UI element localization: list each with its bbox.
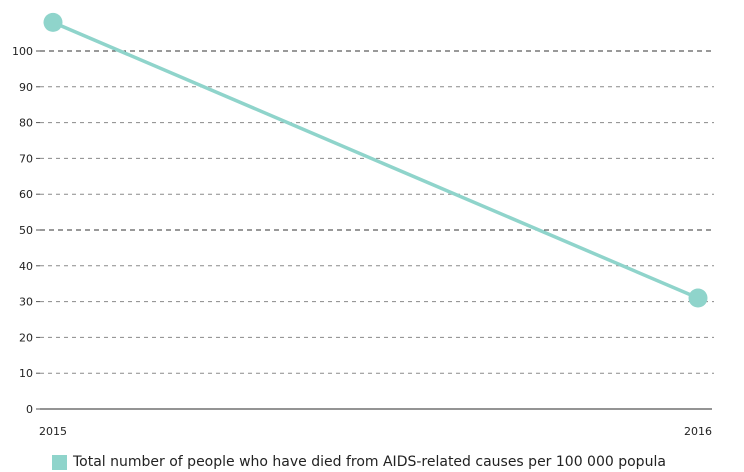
legend: Total number of people who have died fro… bbox=[52, 452, 744, 472]
gridlines bbox=[36, 50, 714, 410]
y-tick-label: 40 bbox=[19, 260, 33, 273]
legend-series-label: Total number of people who have died fro… bbox=[73, 454, 666, 470]
x-tick-label: 2015 bbox=[39, 425, 67, 438]
y-tick-label: 10 bbox=[19, 367, 33, 380]
y-tick-label: 50 bbox=[19, 224, 33, 237]
y-tick-label: 90 bbox=[19, 81, 33, 94]
y-tick-label: 70 bbox=[19, 152, 33, 165]
data-point[interactable] bbox=[43, 12, 63, 32]
y-axis-tick-labels: 0 10 20 30 40 50 60 70 80 90 100 bbox=[12, 45, 33, 416]
data-point[interactable] bbox=[688, 288, 708, 308]
line-chart: 0 10 20 30 40 50 60 70 80 90 100 2015 2016 bbox=[12, 12, 714, 438]
x-tick-label: 2016 bbox=[684, 425, 712, 438]
y-tick-label: 0 bbox=[26, 403, 33, 416]
y-tick-label: 80 bbox=[19, 117, 33, 130]
y-tick-label: 30 bbox=[19, 296, 33, 309]
y-tick-label: 60 bbox=[19, 188, 33, 201]
y-tick-label: 20 bbox=[19, 331, 33, 344]
x-axis-tick-labels: 2015 2016 bbox=[39, 425, 712, 438]
series-line bbox=[51, 20, 700, 300]
series-layer bbox=[43, 12, 708, 308]
legend-swatch bbox=[52, 454, 67, 470]
y-tick-label: 100 bbox=[12, 45, 33, 58]
